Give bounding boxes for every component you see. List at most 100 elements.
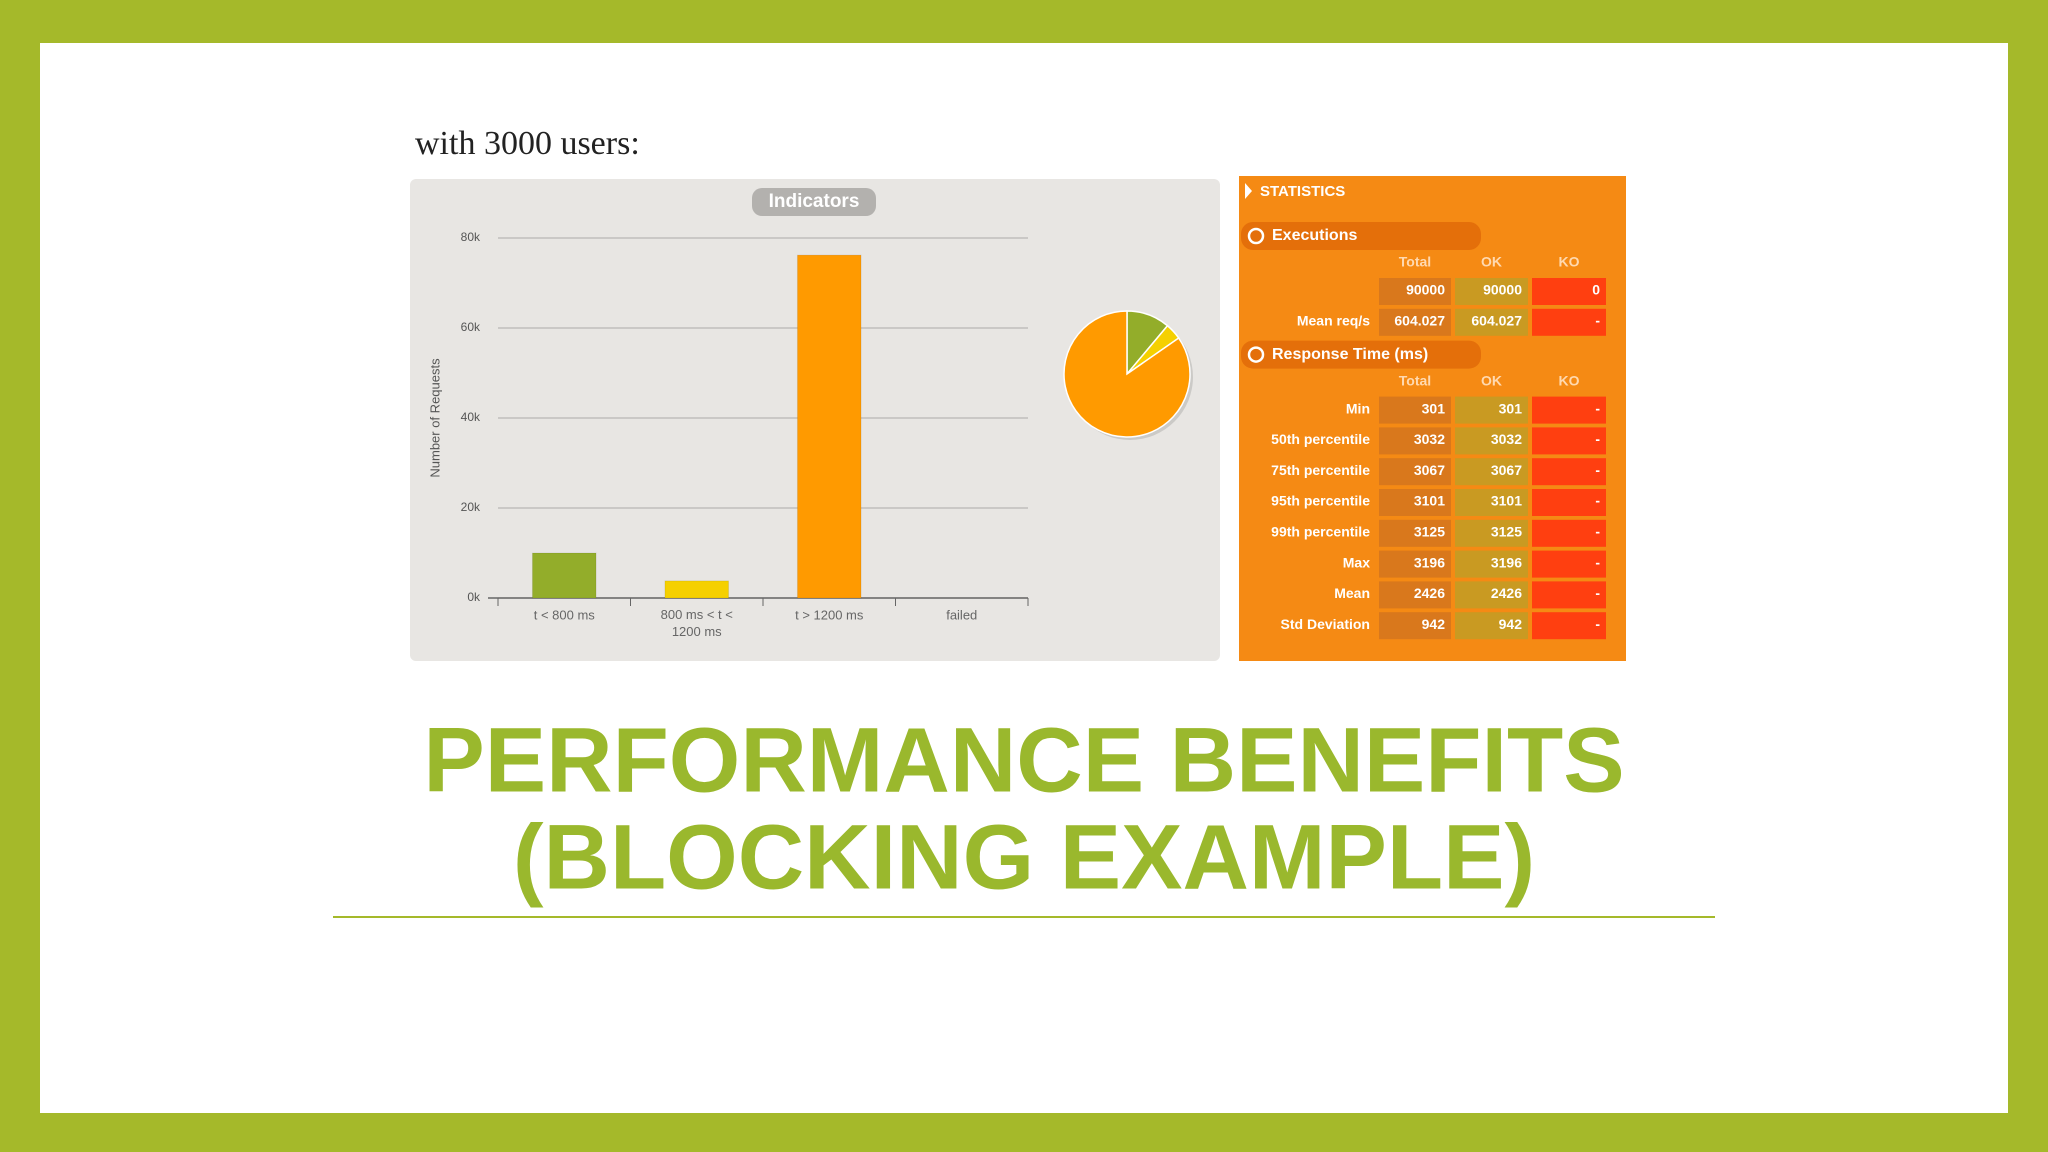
table-cell (1379, 458, 1451, 486)
row-label: Min (1346, 400, 1370, 416)
cell-value: 3125 (1491, 524, 1522, 540)
column-header: KO (1559, 372, 1580, 388)
table-cell (1455, 396, 1528, 424)
cell-value: 604.027 (1471, 313, 1522, 329)
y-tick-label: 60k (461, 320, 481, 334)
row-label: 50th percentile (1271, 431, 1370, 447)
chart-title-pill (752, 188, 876, 216)
pie-slice (1063, 310, 1191, 438)
cell-value: 90000 (1406, 282, 1445, 298)
y-tick-label: 80k (461, 230, 481, 244)
table-cell (1379, 489, 1451, 516)
row-label: 75th percentile (1271, 462, 1370, 478)
x-tick-label: failed (946, 607, 977, 622)
section-icon (1247, 227, 1265, 245)
stats-title: STATISTICS (1260, 183, 1345, 200)
stats-arrow (1245, 183, 1252, 199)
table-cell (1379, 308, 1451, 336)
cell-value: - (1595, 585, 1600, 601)
column-header: Total (1399, 254, 1431, 270)
column-header: KO (1559, 254, 1580, 270)
y-tick-label: 0k (467, 590, 481, 604)
table-cell (1379, 519, 1451, 547)
table-cell (1532, 278, 1606, 305)
chart-title: Indicators (769, 191, 860, 212)
cell-value: - (1595, 616, 1600, 632)
row-label: Std Deviation (1281, 616, 1370, 632)
cell-value: 2426 (1414, 585, 1445, 601)
slide-title: (BLOCKING EXAMPLE) (513, 806, 1535, 908)
table-cell (1532, 550, 1606, 578)
cell-value: 2426 (1491, 585, 1522, 601)
cell-value: - (1595, 313, 1600, 329)
cell-value: 3032 (1414, 431, 1445, 447)
cell-value: - (1595, 554, 1600, 570)
table-cell (1455, 427, 1528, 455)
table-cell (1532, 396, 1606, 424)
table-cell (1379, 278, 1451, 305)
table-cell (1455, 458, 1528, 486)
table-cell (1455, 308, 1528, 336)
row-label: Mean (1334, 585, 1370, 601)
row-label: Max (1343, 554, 1370, 570)
section-pill (1241, 340, 1481, 369)
section-pill (1241, 222, 1481, 250)
cell-value: 90000 (1483, 282, 1522, 298)
row-label: Mean req/s (1297, 313, 1370, 329)
x-tick-label: t > 1200 ms (795, 607, 864, 622)
table-cell (1379, 427, 1451, 455)
table-cell (1455, 278, 1528, 305)
table-cell (1379, 581, 1451, 609)
column-header: OK (1481, 372, 1502, 388)
bar (531, 552, 597, 599)
bar (664, 580, 730, 599)
row-label: 99th percentile (1271, 524, 1370, 540)
table-cell (1455, 581, 1528, 609)
cell-value: 3196 (1414, 554, 1445, 570)
cell-value: 942 (1422, 616, 1446, 632)
cell-value: - (1595, 462, 1600, 478)
table-cell (1455, 612, 1528, 640)
column-header: OK (1481, 254, 1502, 270)
table-cell (1379, 550, 1451, 578)
x-tick-label: t < 800 ms (534, 607, 596, 622)
table-cell (1532, 612, 1606, 640)
x-tick-label: 800 ms < t <1200 ms (661, 607, 733, 639)
cell-value: 0 (1592, 282, 1600, 298)
cell-value: 301 (1422, 400, 1446, 416)
y-axis-title: Number of Requests (427, 358, 442, 478)
cell-value: 3067 (1491, 462, 1522, 478)
cell-value: 3032 (1491, 431, 1522, 447)
table-cell (1532, 519, 1606, 547)
section-title: Response Time (ms) (1272, 346, 1428, 363)
cell-value: 604.027 (1394, 313, 1445, 329)
table-cell (1455, 489, 1528, 516)
table-cell (1532, 458, 1606, 486)
cell-value: 3196 (1491, 554, 1522, 570)
table-cell (1532, 308, 1606, 336)
cell-value: - (1595, 524, 1600, 540)
cell-value: - (1595, 400, 1600, 416)
slide-title: PERFORMANCE BENEFITS (423, 709, 1624, 811)
caption: with 3000 users: (415, 125, 640, 162)
cell-value: - (1595, 493, 1600, 509)
section-icon (1247, 346, 1265, 363)
cell-value: 3125 (1414, 524, 1445, 540)
section-title: Executions (1272, 227, 1357, 244)
y-tick-label: 40k (461, 410, 481, 424)
table-cell (1532, 427, 1606, 455)
table-cell (1455, 519, 1528, 547)
row-label: 95th percentile (1271, 493, 1370, 509)
table-cell (1379, 396, 1451, 424)
cell-value: 3101 (1414, 493, 1445, 509)
table-cell (1455, 550, 1528, 578)
cell-value: - (1595, 431, 1600, 447)
cell-value: 301 (1499, 400, 1523, 416)
bar (796, 254, 862, 599)
cell-value: 942 (1499, 616, 1523, 632)
column-header: Total (1399, 372, 1431, 388)
table-cell (1532, 581, 1606, 609)
y-tick-label: 20k (461, 500, 481, 514)
cell-value: 3101 (1491, 493, 1522, 509)
